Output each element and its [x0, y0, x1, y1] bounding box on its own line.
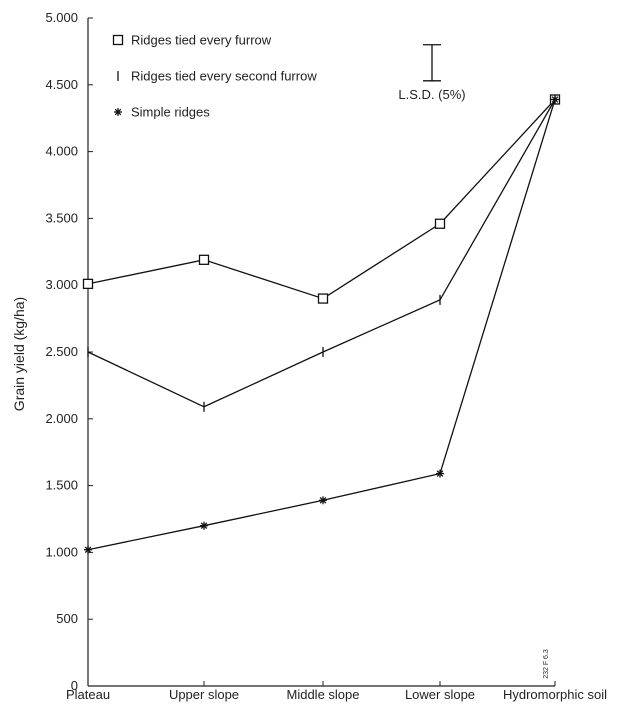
x-tick-label: Lower slope: [405, 687, 475, 702]
legend-label: Ridges tied every furrow: [131, 33, 272, 48]
x-tick-label: Middle slope: [287, 687, 360, 702]
y-tick-label: 1.500: [45, 478, 78, 493]
legend-item: Ridges tied every furrow: [112, 33, 272, 48]
asterisk-marker: [200, 521, 208, 530]
square-marker: [82, 278, 94, 290]
series-layer: [82, 94, 561, 554]
y-tick-label: 3.000: [45, 277, 78, 292]
y-tick-label: 5.000: [45, 10, 78, 25]
legend-item: Ridges tied every second furrow: [117, 69, 317, 84]
y-tick-label: 1.000: [45, 544, 78, 559]
asterisk-marker: [114, 108, 122, 116]
legend-label: Ridges tied every second furrow: [131, 69, 317, 84]
asterisk-marker: [551, 95, 559, 104]
series-line: [87, 99, 556, 300]
square-marker: [317, 293, 329, 304]
y-tick-label: 500: [56, 611, 78, 626]
series-line: [87, 99, 556, 551]
series-group: [87, 94, 556, 412]
legend: Ridges tied every furrow Ridges tied ever…: [112, 33, 317, 120]
series-group: [82, 94, 561, 304]
square-marker: [198, 254, 210, 265]
lsd-error-bar: L.S.D. (5%): [398, 44, 466, 102]
x-tick-label: Plateau: [66, 687, 110, 702]
y-ticks: 0 500 1.000 1.500 2.000 2.500 3.000 3.500 4.000 4…: [45, 10, 93, 693]
lsd-label: L.S.D. (5%): [398, 87, 465, 102]
x-tick-label: Hydromorphic soil: [503, 687, 607, 702]
y-tick-label: 4.000: [45, 144, 78, 159]
y-axis-title: Grain yield (kg/ha): [11, 297, 27, 411]
asterisk-marker: [319, 496, 327, 505]
asterisk-marker: [84, 545, 92, 554]
y-tick-label: 2.500: [45, 344, 78, 359]
square-marker: [112, 34, 124, 46]
y-tick-label: 0: [71, 678, 78, 693]
y-tick-label: 3.500: [45, 210, 78, 225]
series-group: [84, 95, 559, 554]
x-ticks: Plateau Upper slope Middle slope Lower slop…: [66, 681, 607, 702]
legend-item: Simple ridges: [114, 105, 210, 120]
x-tick-label: Upper slope: [169, 687, 239, 702]
asterisk-marker: [436, 469, 444, 478]
square-marker: [434, 218, 446, 229]
series-line: [87, 99, 556, 408]
y-tick-label: 2.000: [45, 411, 78, 426]
figure-code-label: 232 F 6.3: [543, 649, 550, 679]
y-tick-label: 4.500: [45, 77, 78, 92]
legend-label: Simple ridges: [131, 105, 210, 120]
